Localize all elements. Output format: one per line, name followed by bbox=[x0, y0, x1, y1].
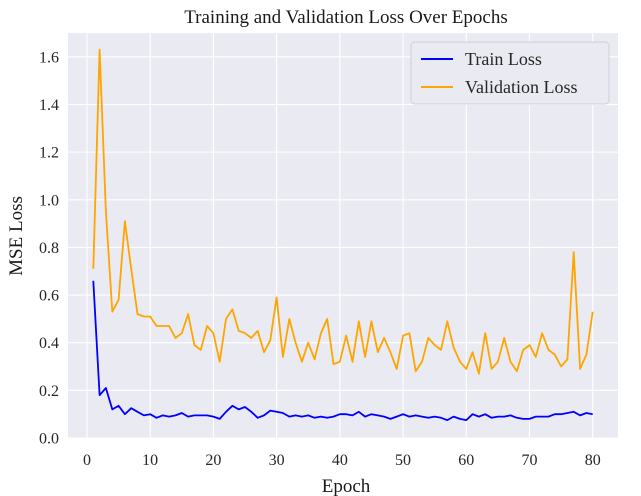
y-tick-label: 1.0 bbox=[39, 192, 59, 209]
x-tick-label: 80 bbox=[585, 452, 601, 469]
series-line-0 bbox=[92, 280, 593, 422]
x-tick-label: 60 bbox=[458, 452, 474, 469]
chart-title: Training and Validation Loss Over Epochs bbox=[184, 7, 508, 28]
y-tick-label: 1.4 bbox=[39, 97, 59, 114]
x-tick-label: 20 bbox=[205, 452, 221, 469]
x-tick-label: 50 bbox=[395, 452, 411, 469]
legend-label: Validation Loss bbox=[465, 77, 578, 97]
x-tick-label: 0 bbox=[83, 452, 91, 469]
series-line-1 bbox=[92, 48, 594, 375]
tick-layer: 0 10 20 30 40 50 60 70 80 0.0 0.2 0.4 0.6 0.8 1.0 1.2 1.… bbox=[39, 49, 601, 469]
y-tick-label: 0.6 bbox=[39, 288, 59, 305]
x-tick-label: 40 bbox=[332, 452, 348, 469]
x-tick-label: 10 bbox=[142, 452, 158, 469]
y-tick-label: 0.8 bbox=[39, 240, 59, 257]
series-layer bbox=[92, 48, 594, 422]
x-tick-label: 70 bbox=[521, 452, 537, 469]
y-tick-label: 0.0 bbox=[39, 431, 59, 448]
y-tick-label: 0.2 bbox=[39, 383, 59, 400]
legend: Train Loss Validation Loss bbox=[410, 41, 610, 105]
y-tick-label: 1.6 bbox=[39, 49, 59, 66]
x-tick-label: 30 bbox=[269, 452, 285, 469]
y-tick-label: 1.2 bbox=[39, 145, 59, 162]
y-axis-label: MSE Loss bbox=[6, 196, 27, 276]
legend-box bbox=[410, 41, 610, 105]
x-axis-label: Epoch bbox=[322, 476, 371, 496]
y-tick-label: 0.4 bbox=[39, 335, 59, 352]
legend-label: Train Loss bbox=[465, 49, 542, 69]
